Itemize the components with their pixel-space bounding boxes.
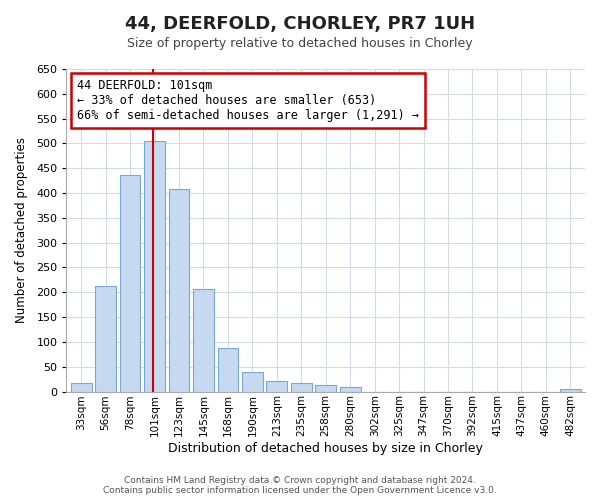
Bar <box>218 348 238 392</box>
Text: Contains HM Land Registry data © Crown copyright and database right 2024.
Contai: Contains HM Land Registry data © Crown c… <box>103 476 497 495</box>
Bar <box>266 380 287 392</box>
Bar <box>169 189 190 392</box>
Bar <box>340 386 361 392</box>
Bar <box>316 385 336 392</box>
Bar <box>291 382 311 392</box>
Text: 44 DEERFOLD: 101sqm
← 33% of detached houses are smaller (653)
66% of semi-detac: 44 DEERFOLD: 101sqm ← 33% of detached ho… <box>77 78 419 122</box>
Text: Size of property relative to detached houses in Chorley: Size of property relative to detached ho… <box>127 38 473 51</box>
Bar <box>242 372 263 392</box>
Bar <box>560 389 581 392</box>
Bar <box>193 289 214 392</box>
Bar <box>119 174 140 392</box>
Bar <box>95 286 116 392</box>
X-axis label: Distribution of detached houses by size in Chorley: Distribution of detached houses by size … <box>169 442 483 455</box>
Text: 44, DEERFOLD, CHORLEY, PR7 1UH: 44, DEERFOLD, CHORLEY, PR7 1UH <box>125 15 475 33</box>
Bar <box>144 141 165 392</box>
Bar <box>71 382 92 392</box>
Y-axis label: Number of detached properties: Number of detached properties <box>15 138 28 324</box>
